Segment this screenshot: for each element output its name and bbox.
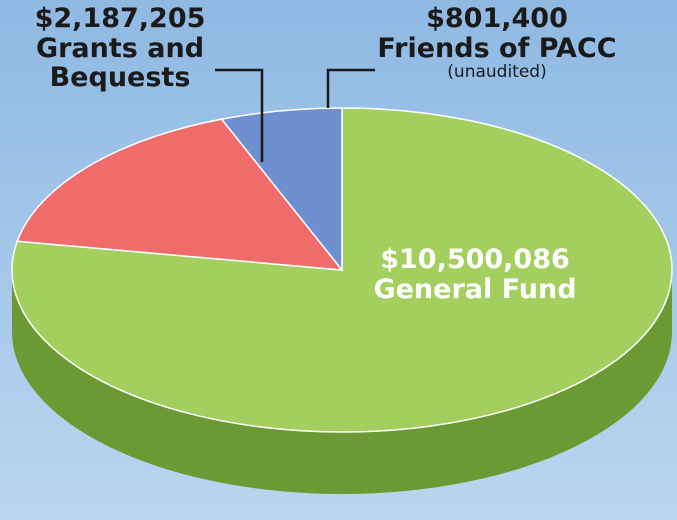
sides [12, 270, 672, 494]
leader-line [326, 68, 375, 108]
slice [220, 107, 343, 273]
leader-line [215, 68, 264, 162]
slice-label: $801,400 Friends of PACC (unaudited) [372, 4, 622, 82]
annotation: (unaudited) [447, 62, 547, 83]
slice [16, 118, 344, 271]
category-label: General Fund [373, 273, 577, 305]
slices [11, 107, 673, 494]
value-label: $10,500,086 [380, 244, 570, 275]
value-label: $801,400 [426, 3, 568, 34]
category-label: Grants and Bequests [35, 32, 205, 94]
slice-label: $10,500,086 General Fund [360, 245, 590, 304]
slice-label: $2,187,205 Grants and Bequests [20, 4, 220, 93]
slice-side [12, 270, 672, 494]
slice [11, 107, 673, 433]
value-label: $2,187,205 [34, 3, 206, 34]
category-label: Friends of PACC [377, 32, 617, 64]
